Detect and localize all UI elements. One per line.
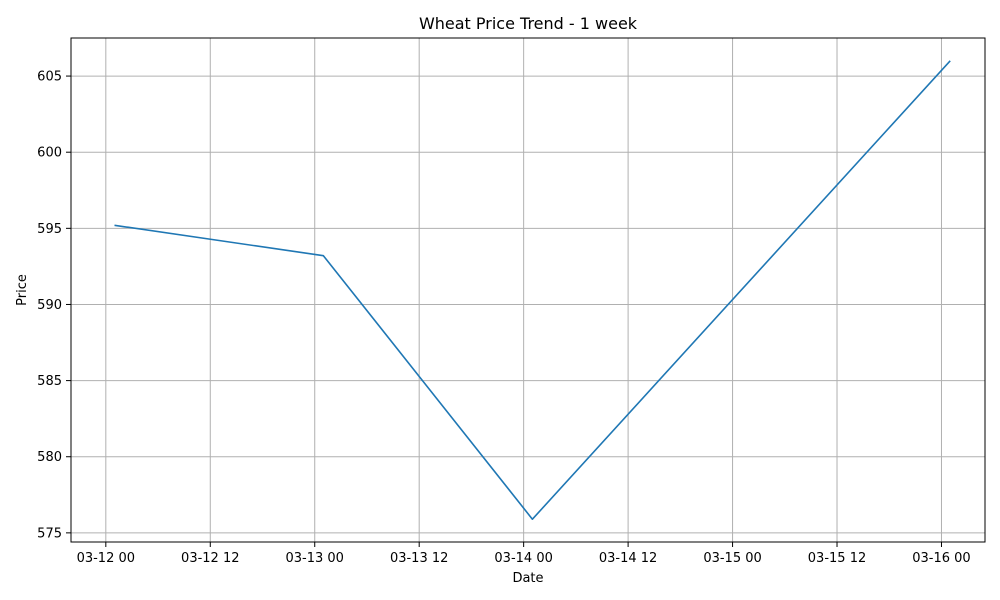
x-tick-label: 03-15 00 xyxy=(703,551,761,566)
x-tick-label: 03-16 00 xyxy=(912,551,970,566)
y-tick-label: 600 xyxy=(37,146,62,161)
ticks: 03-12 00 03-12 12 03-13 00 03-13 12 03-14 00… xyxy=(37,70,971,566)
grid xyxy=(71,38,985,542)
x-tick-label: 03-15 12 xyxy=(808,551,866,566)
y-tick-label: 605 xyxy=(37,70,62,85)
x-tick-label: 03-12 00 xyxy=(77,551,135,566)
y-tick-label: 590 xyxy=(37,298,62,313)
x-tick-label: 03-13 00 xyxy=(286,551,344,566)
x-tick-label: 03-12 12 xyxy=(181,551,239,566)
chart-title: Wheat Price Trend - 1 week xyxy=(419,14,638,33)
y-tick-label: 575 xyxy=(37,526,62,541)
x-tick-label: 03-14 12 xyxy=(599,551,657,566)
series-layer xyxy=(114,60,951,521)
series-line xyxy=(114,60,951,521)
x-axis-label: Date xyxy=(512,571,543,586)
y-tick-label: 580 xyxy=(37,450,62,465)
x-tick-label: 03-14 00 xyxy=(494,551,552,566)
y-tick-label: 585 xyxy=(37,374,62,389)
axes-frame xyxy=(70,37,986,543)
y-axis-label: Price xyxy=(15,274,30,306)
y-tick-label: 595 xyxy=(37,222,62,237)
x-tick-label: 03-13 12 xyxy=(390,551,448,566)
